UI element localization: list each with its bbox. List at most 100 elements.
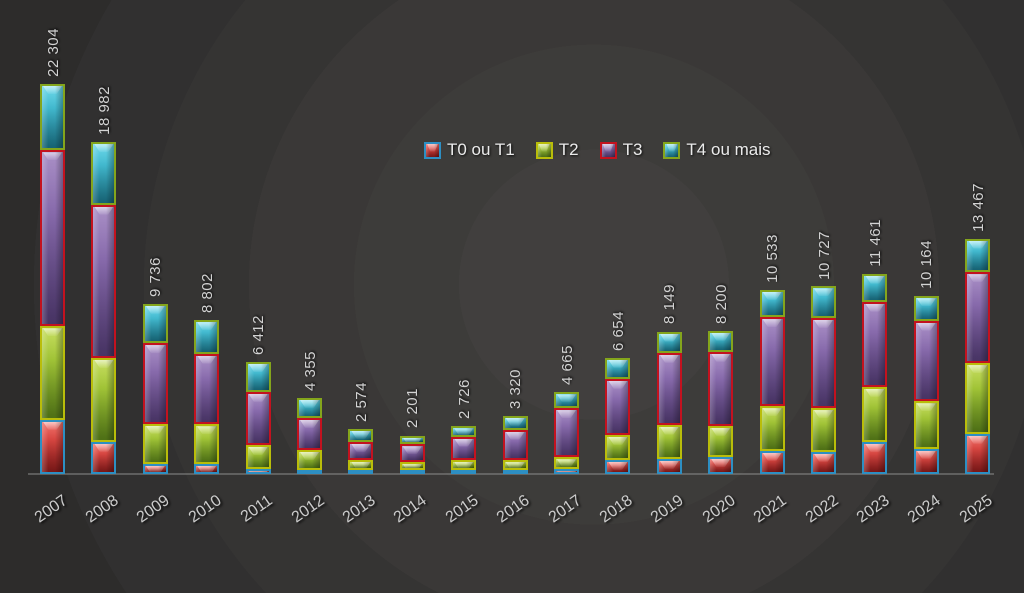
segment-t0-ou-t1[interactable] xyxy=(554,469,579,474)
segment-t2[interactable] xyxy=(451,459,477,470)
stacked-bar-2008[interactable] xyxy=(91,142,117,474)
segment-t0-ou-t1[interactable] xyxy=(708,456,734,474)
segment-t0-ou-t1[interactable] xyxy=(297,470,322,474)
segment-t4-ou-mais[interactable] xyxy=(811,286,836,318)
stacked-bar-2019[interactable] xyxy=(656,331,682,474)
segment-t3[interactable] xyxy=(40,150,65,327)
segment-t0-ou-t1[interactable] xyxy=(965,433,991,474)
segment-t3[interactable] xyxy=(194,353,220,425)
segment-t4-ou-mais[interactable] xyxy=(348,429,374,443)
segment-t3[interactable] xyxy=(245,391,271,445)
segment-t4-ou-mais[interactable] xyxy=(91,142,117,205)
segment-t4-ou-mais[interactable] xyxy=(656,331,682,353)
segment-t2[interactable] xyxy=(245,444,271,469)
segment-t4-ou-mais[interactable] xyxy=(245,361,271,392)
segment-t0-ou-t1[interactable] xyxy=(605,459,631,474)
stacked-bar-2012[interactable] xyxy=(297,397,322,474)
segment-t2[interactable] xyxy=(297,449,322,470)
legend-item-t3[interactable]: T3 xyxy=(599,140,642,160)
segment-t2[interactable] xyxy=(965,363,991,434)
segment-t0-ou-t1[interactable] xyxy=(759,450,785,474)
segment-t2[interactable] xyxy=(605,434,631,460)
segment-t3[interactable] xyxy=(811,317,836,409)
segment-t2[interactable] xyxy=(194,424,220,464)
segment-t3[interactable] xyxy=(656,352,682,425)
segment-t3[interactable] xyxy=(348,442,374,460)
segment-t4-ou-mais[interactable] xyxy=(759,289,785,318)
segment-t3[interactable] xyxy=(554,408,579,458)
segment-t0-ou-t1[interactable] xyxy=(91,441,117,474)
segment-t4-ou-mais[interactable] xyxy=(194,320,220,354)
stacked-bar-2023[interactable] xyxy=(862,273,888,474)
stacked-bar-2010[interactable] xyxy=(194,320,220,474)
segment-t0-ou-t1[interactable] xyxy=(399,470,425,474)
stacked-bar-2015[interactable] xyxy=(451,426,477,474)
segment-t3[interactable] xyxy=(759,317,785,407)
segment-t0-ou-t1[interactable] xyxy=(502,470,528,474)
segment-t0-ou-t1[interactable] xyxy=(40,419,65,474)
segment-t4-ou-mais[interactable] xyxy=(451,426,477,437)
segment-t2[interactable] xyxy=(91,358,117,442)
segment-t2[interactable] xyxy=(399,462,425,470)
segment-t4-ou-mais[interactable] xyxy=(708,330,734,352)
segment-t0-ou-t1[interactable] xyxy=(862,441,888,474)
segment-t2[interactable] xyxy=(656,424,682,459)
segment-t2[interactable] xyxy=(913,401,939,449)
stacked-bar-2017[interactable] xyxy=(554,392,579,474)
segment-t3[interactable] xyxy=(91,204,117,359)
segment-t2[interactable] xyxy=(554,457,579,470)
segment-t0-ou-t1[interactable] xyxy=(142,463,168,474)
segment-t2[interactable] xyxy=(759,406,785,451)
segment-t4-ou-mais[interactable] xyxy=(40,84,65,151)
segment-t0-ou-t1[interactable] xyxy=(811,451,836,474)
segment-t4-ou-mais[interactable] xyxy=(605,357,631,379)
stacked-bar-2011[interactable] xyxy=(245,361,271,474)
stacked-bar-2021[interactable] xyxy=(759,289,785,474)
segment-t2[interactable] xyxy=(348,460,374,470)
stacked-bar-2016[interactable] xyxy=(502,415,528,474)
segment-t3[interactable] xyxy=(399,444,425,463)
segment-t4-ou-mais[interactable] xyxy=(862,273,888,302)
segment-t3[interactable] xyxy=(913,320,939,402)
stacked-bar-2024[interactable] xyxy=(913,296,939,474)
segment-t4-ou-mais[interactable] xyxy=(965,238,991,273)
stacked-bar-2020[interactable] xyxy=(708,330,734,474)
legend-item-t2[interactable]: T2 xyxy=(535,140,579,160)
segment-t0-ou-t1[interactable] xyxy=(913,448,939,474)
segment-t4-ou-mais[interactable] xyxy=(399,435,425,445)
segment-t4-ou-mais[interactable] xyxy=(502,415,528,430)
legend-item-t0-ou-t1[interactable]: T0 ou T1 xyxy=(424,140,515,160)
stacked-bar-2009[interactable] xyxy=(142,303,168,474)
segment-t4-ou-mais[interactable] xyxy=(554,392,579,409)
segment-t3[interactable] xyxy=(142,343,168,424)
segment-t2[interactable] xyxy=(142,423,168,464)
segment-t0-ou-t1[interactable] xyxy=(194,463,220,474)
segment-t3[interactable] xyxy=(708,351,734,426)
stacked-bar-2013[interactable] xyxy=(348,429,374,474)
segment-t0-ou-t1[interactable] xyxy=(245,469,271,474)
segment-t0-ou-t1[interactable] xyxy=(656,458,682,474)
segment-t3[interactable] xyxy=(297,417,322,450)
segment-t2[interactable] xyxy=(862,386,888,442)
segment-t3[interactable] xyxy=(965,272,991,364)
total-label: 9 736 xyxy=(147,256,165,297)
stacked-bar-2018[interactable] xyxy=(605,357,631,474)
segment-t0-ou-t1[interactable] xyxy=(451,469,477,474)
stacked-bar-2025[interactable] xyxy=(965,238,991,474)
segment-t4-ou-mais[interactable] xyxy=(913,296,939,321)
segment-t4-ou-mais[interactable] xyxy=(142,303,168,344)
segment-t2[interactable] xyxy=(811,408,836,452)
stacked-bar-2007[interactable] xyxy=(40,84,65,474)
segment-t3[interactable] xyxy=(605,378,631,435)
segment-t0-ou-t1[interactable] xyxy=(348,470,374,474)
segment-t2[interactable] xyxy=(708,425,734,457)
segment-t3[interactable] xyxy=(451,436,477,460)
segment-t3[interactable] xyxy=(502,429,528,461)
legend-item-t4-ou-mais[interactable]: T4 ou mais xyxy=(663,140,771,160)
segment-t2[interactable] xyxy=(502,460,528,470)
segment-t4-ou-mais[interactable] xyxy=(297,397,322,418)
stacked-bar-2022[interactable] xyxy=(811,286,836,474)
stacked-bar-2014[interactable] xyxy=(399,435,425,474)
segment-t3[interactable] xyxy=(862,301,888,387)
segment-t2[interactable] xyxy=(40,326,65,420)
